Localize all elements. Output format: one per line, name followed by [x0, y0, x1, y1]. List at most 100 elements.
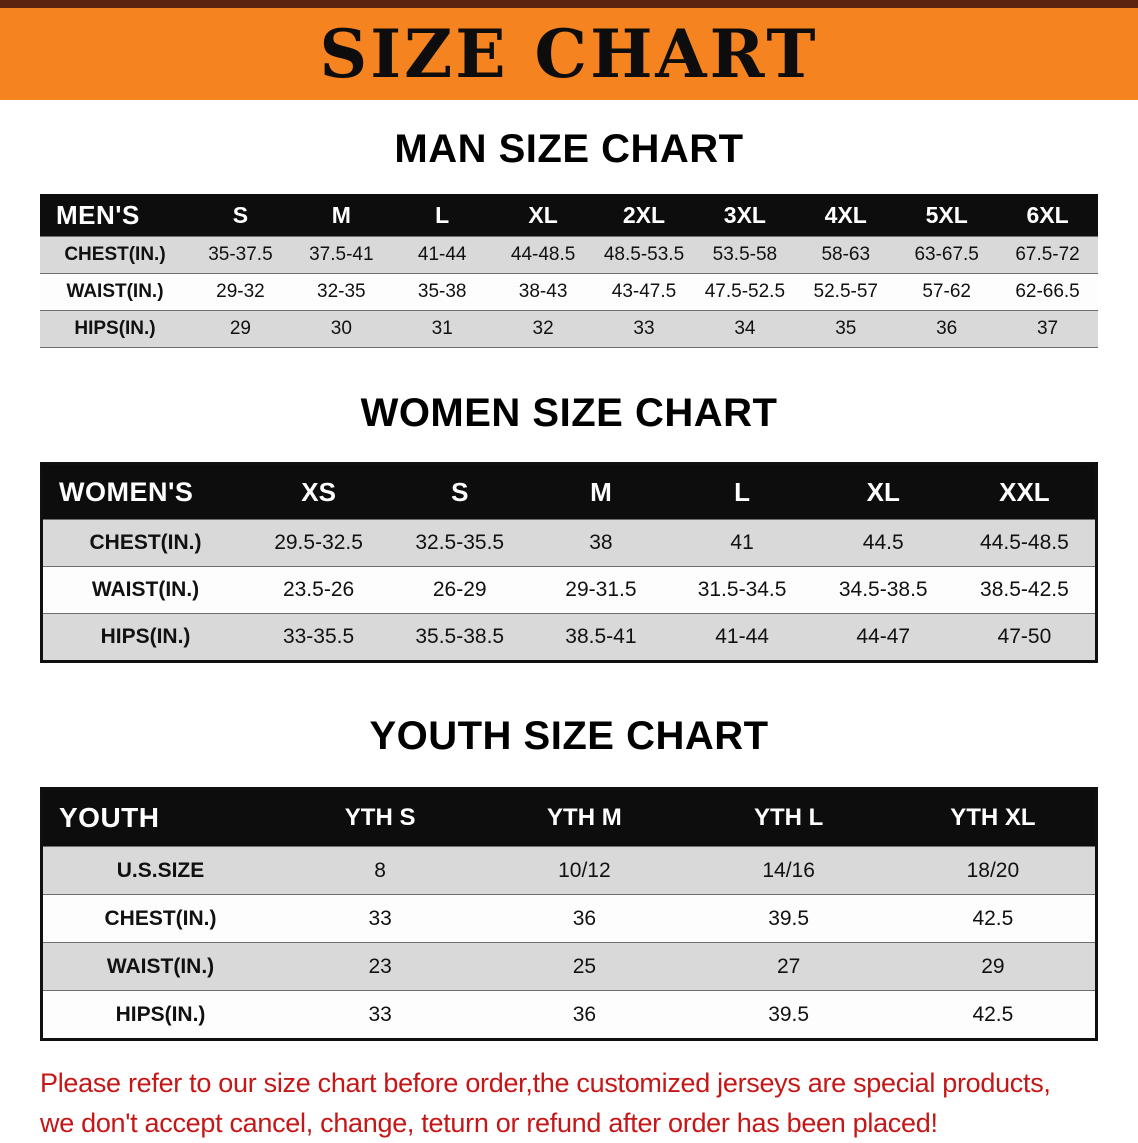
table-cell: 23 [368, 954, 392, 978]
table-corner-label: MEN'S [56, 199, 140, 230]
table-row: WAIST(IN.) 29-32 32-35 35-38 38-43 43-47.5 47.… [40, 273, 1098, 310]
column-header: 6XL [1026, 201, 1069, 228]
row-label: HIPS(IN.) [100, 625, 191, 648]
table-row: CHEST(IN.) 33 36 39.5 42.5 [43, 894, 1095, 942]
column-header: XXL [999, 476, 1050, 507]
man-size-section: MAN SIZE CHART MEN'S S M L XL 2XL 3XL 4XL 5XL 6XL… [0, 126, 1138, 348]
table-cell: 29.5-32.5 [274, 531, 363, 554]
table-row: WAIST(IN.) 23.5-26 26-29 29-31.5 31.5-34.5 34… [43, 566, 1095, 613]
table-cell: 27 [776, 954, 801, 978]
column-header: XL [866, 476, 900, 507]
table-cell: 38-43 [518, 281, 568, 302]
table-cell: 29 [229, 318, 251, 339]
table-cell: 52.5-57 [813, 281, 878, 302]
column-header: 4XL [824, 201, 867, 228]
table-header-row: MEN'S S M L XL 2XL 3XL 4XL 5XL 6XL [40, 194, 1098, 236]
table-cell: 34.5-38.5 [838, 578, 928, 601]
table-row: WAIST(IN.) 23 25 27 29 [43, 942, 1095, 990]
table-cell: 44.5-48.5 [980, 531, 1069, 554]
table-cell: 41 [730, 531, 754, 554]
men-size-table: MEN'S S M L XL 2XL 3XL 4XL 5XL 6XL CHEST(IN.) 35-37… [40, 194, 1098, 348]
row-label: CHEST(IN.) [104, 906, 217, 930]
table-cell: 29 [981, 954, 1005, 978]
table-cell: 58-63 [821, 244, 871, 265]
table-header-row: WOMEN'S XS S M L XL XXL [43, 465, 1095, 519]
column-header: YTH XL [950, 804, 1036, 831]
column-header: 2XL [622, 201, 666, 228]
row-label: WAIST(IN.) [106, 954, 215, 978]
row-label: HIPS(IN.) [115, 1002, 206, 1026]
table-row: CHEST(IN.) 29.5-32.5 32.5-35.5 38 41 44.5 44.5… [43, 519, 1095, 566]
table-header-row: YOUTH YTH S YTH M YTH L YTH XL [43, 790, 1095, 846]
table-cell: 42.5 [972, 906, 1014, 930]
table-cell: 8 [374, 858, 386, 882]
table-cell: 48.5-53.5 [603, 244, 685, 265]
column-header: S [232, 201, 249, 228]
table-cell: 33-35.5 [282, 625, 355, 648]
table-cell: 30 [330, 318, 352, 339]
table-cell: 14/16 [762, 858, 815, 882]
table-cell: 38.5-41 [565, 625, 637, 648]
women-size-table: WOMEN'S XS S M L XL XXL CHEST(IN.) 29.5-32.5 32.5… [40, 462, 1098, 663]
column-header: L [734, 476, 751, 507]
table-cell: 23.5-26 [282, 578, 355, 601]
column-header: 5XL [925, 201, 968, 228]
table-cell: 34 [734, 318, 756, 339]
row-label: CHEST(IN.) [64, 244, 166, 265]
youth-size-heading: YOUTH SIZE CHART [369, 714, 769, 758]
table-cell: 31 [431, 318, 453, 339]
table-cell: 37.5-41 [309, 244, 374, 265]
table-cell: 33 [633, 318, 655, 339]
table-cell: 32 [532, 318, 554, 339]
table-cell: 41-44 [715, 625, 769, 648]
column-header: XL [528, 201, 558, 228]
table-cell: 35.5-38.5 [415, 625, 505, 648]
table-cell: 33 [368, 1002, 392, 1026]
column-header: YTH M [547, 804, 622, 831]
table-cell: 53.5-58 [712, 244, 778, 265]
column-header: M [331, 201, 351, 228]
column-header: YTH L [753, 804, 824, 831]
table-cell: 32.5-35.5 [415, 531, 505, 554]
disclaimer-text: Please refer to our size chart before or… [40, 1063, 1138, 1143]
table-cell: 44.5 [862, 531, 904, 554]
table-cell: 44-47 [856, 625, 911, 648]
table-corner-label: WOMEN'S [59, 476, 194, 507]
table-cell: 33 [368, 906, 392, 930]
column-header: YTH S [344, 804, 416, 831]
table-cell: 38 [589, 531, 613, 554]
table-row: HIPS(IN.) 33-35.5 35.5-38.5 38.5-41 41-44 44-… [43, 613, 1095, 660]
table-cell: 57-62 [922, 281, 971, 302]
table-cell: 25 [572, 954, 597, 978]
table-cell: 47.5-52.5 [704, 281, 786, 302]
table-cell: 18/20 [966, 858, 1020, 882]
table-cell: 47-50 [997, 625, 1052, 648]
table-row: U.S.SIZE 8 10/12 14/16 18/20 [43, 846, 1095, 894]
table-cell: 36 [572, 906, 597, 930]
row-label: CHEST(IN.) [89, 531, 202, 554]
column-header: XS [301, 476, 336, 507]
table-cell: 29-31.5 [565, 578, 637, 601]
youth-size-section: YOUTH SIZE CHART YOUTH YTH S YTH M YTH L YTH… [0, 713, 1138, 1041]
table-cell: 38.5-42.5 [980, 578, 1069, 601]
table-cell: 35 [835, 318, 857, 339]
table-cell: 63-67.5 [914, 244, 979, 265]
table-row: CHEST(IN.) 35-37.5 37.5-41 41-44 44-48.5 48.5… [40, 236, 1098, 273]
column-header: M [590, 476, 612, 507]
table-cell: 35-37.5 [208, 244, 273, 265]
table-corner-label: YOUTH [59, 802, 160, 833]
row-label: HIPS(IN.) [74, 318, 156, 339]
table-cell: 36 [936, 318, 958, 339]
table-row: HIPS(IN.) 29 30 31 32 33 34 35 36 37 [40, 310, 1098, 347]
table-cell: 29-32 [216, 281, 265, 302]
row-label: WAIST(IN.) [66, 281, 164, 302]
table-row: HIPS(IN.) 33 36 39.5 42.5 [43, 990, 1095, 1038]
row-label: U.S.SIZE [116, 858, 205, 882]
disclaimer-line-1: Please refer to our size chart before or… [40, 1068, 1051, 1098]
row-label: WAIST(IN.) [91, 578, 200, 601]
table-cell: 26-29 [432, 578, 487, 601]
table-cell: 37 [1036, 318, 1059, 339]
table-cell: 36 [572, 1002, 597, 1026]
women-size-heading: WOMEN SIZE CHART [360, 391, 778, 435]
table-cell: 67.5-72 [1015, 244, 1080, 265]
